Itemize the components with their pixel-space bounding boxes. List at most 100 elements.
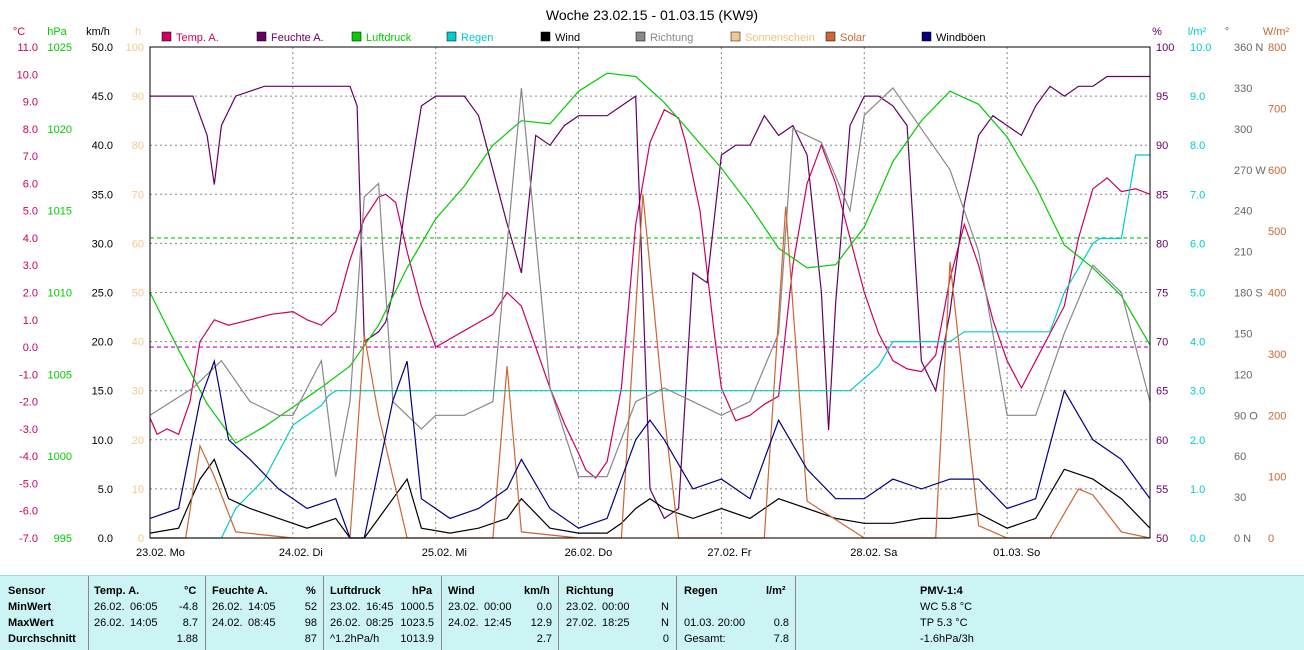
temp-tick-label: -4.0 — [19, 451, 38, 463]
temp-max-time: 14:05 — [130, 617, 158, 629]
press-trend: ^1.2hPa/h — [330, 633, 380, 645]
hum-header: Feuchte A. — [212, 585, 268, 597]
series-line — [149, 86, 1151, 478]
rain-total-value: 7.8 — [773, 633, 789, 645]
solar-tick-label: 300 — [1268, 349, 1286, 361]
hum-max-value: 98 — [304, 617, 317, 629]
press-min-time: 16:45 — [366, 601, 394, 613]
weather-chart: Woche 23.02.15 - 01.03.15 (KW9) Temp. A.… — [13, 7, 1290, 559]
sensor-header: Sensor — [8, 585, 46, 597]
press-min-date: 23.02. — [330, 601, 361, 613]
row-min-label: MinWert — [8, 601, 52, 613]
press-max-value: 1023.5 — [400, 617, 434, 629]
legend-label: Temp. A. — [176, 32, 219, 44]
hum-tick-label: 90 — [1156, 140, 1168, 152]
rain-tick-label: 3.0 — [1190, 386, 1205, 398]
dir-tick-label: 330 — [1234, 83, 1252, 95]
legend-label: Windböen — [936, 32, 986, 44]
wind-axis-unit: km/h — [86, 26, 110, 38]
press-avg-value: 1013.9 — [400, 633, 434, 645]
wind-max-value: 12.9 — [530, 617, 552, 629]
temp-tick-label: 7.0 — [23, 151, 38, 163]
temp-tick-label: -1.0 — [19, 369, 38, 381]
dir-header: Richtung — [566, 585, 614, 597]
legend-label: Regen — [461, 32, 493, 44]
legend: Temp. A. Feuchte A. Luftdruck Regen Wind Rich… — [161, 31, 986, 44]
sun-tick-label: 10 — [132, 484, 144, 496]
hum-min-time: 14:05 — [248, 601, 276, 613]
press-axis-unit: hPa — [47, 26, 67, 38]
summary-table: Sensor MinWert MaxWert Durchschnitt Temp… — [0, 575, 1304, 650]
wind-avg-value: 2.7 — [536, 633, 552, 645]
row-avg-label: Durchschnitt — [8, 633, 76, 645]
sun-tick-label: 50 — [132, 288, 144, 300]
temp-min-time: 06:05 — [130, 601, 158, 613]
solar-tick-label: 400 — [1268, 288, 1286, 300]
sun-tick-label: 0 — [138, 533, 144, 545]
pmv-header: PMV-1:4 — [920, 585, 963, 597]
rain-tick-label: 4.0 — [1190, 337, 1205, 349]
dir-tick-label: 270 W — [1234, 165, 1266, 177]
press-unit: hPa — [412, 585, 433, 597]
wind-tick-label: 15.0 — [92, 386, 113, 398]
dir-tick-label: 0 N — [1234, 533, 1251, 545]
x-tick-label: 23.02. Mo — [136, 547, 185, 559]
temp-min-date: 26.02. — [94, 601, 125, 613]
dir-tick-label: 300 — [1234, 124, 1252, 136]
dir-tick-label: 210 — [1234, 247, 1252, 259]
temp-tick-label: 3.0 — [23, 260, 38, 272]
right-axes: % 50 55 60 65 70 75 80 85 90 95 100 l/m² 0.0 1.0 2.0 3.0… — [1152, 26, 1289, 545]
press-tick-label: 995 — [54, 533, 72, 545]
hum-tick-label: 60 — [1156, 435, 1168, 447]
legend-label: Richtung — [650, 32, 693, 44]
hum-tick-label: 65 — [1156, 386, 1168, 398]
temp-tick-label: -6.0 — [19, 506, 38, 518]
series-line — [150, 75, 1150, 520]
sun-tick-label: 90 — [132, 91, 144, 103]
temp-tick-label: 9.0 — [23, 97, 38, 109]
rain-tick-label: 7.0 — [1190, 189, 1205, 201]
temp-max-value: 8.7 — [182, 617, 198, 629]
wind-unit: km/h — [524, 585, 550, 597]
temp-tick-label: 2.0 — [23, 288, 38, 300]
hum-tick-label: 75 — [1156, 288, 1168, 300]
press-tick-label: 1010 — [48, 288, 72, 300]
wind-tick-label: 50.0 — [92, 42, 113, 54]
temp-tick-label: 11.0 — [17, 42, 38, 54]
sun-tick-label: 100 — [126, 42, 144, 54]
legend-swatch — [161, 31, 172, 42]
wind-tick-label: 25.0 — [92, 288, 113, 300]
x-tick-label: 28.02. Sa — [850, 547, 898, 559]
sun-tick-label: 80 — [132, 140, 144, 152]
sun-axis-unit: h — [135, 26, 141, 38]
temp-tick-label: -5.0 — [19, 478, 38, 490]
hum-max-time: 08:45 — [248, 617, 276, 629]
press-max-date: 26.02. — [330, 617, 361, 629]
dir-tick-label: 90 O — [1234, 410, 1258, 422]
dir-tick-label: 30 — [1234, 492, 1246, 504]
hum-min-date: 26.02. — [212, 601, 243, 613]
solar-axis-unit: W/m² — [1263, 26, 1290, 38]
pmv-wc: WC 5.8 °C — [920, 601, 973, 613]
wind-max-time: 12:45 — [484, 617, 512, 629]
dir-max-value: N — [661, 617, 669, 629]
temp-axis-unit: °C — [13, 26, 25, 38]
x-tick-label: 25.02. Mi — [422, 547, 467, 559]
wind-tick-label: 10.0 — [92, 435, 113, 447]
dir-tick-label: 180 S — [1234, 288, 1263, 300]
x-tick-label: 27.02. Fr — [707, 547, 751, 559]
press-tick-label: 1005 — [48, 369, 72, 381]
legend-label: Luftdruck — [366, 32, 412, 44]
x-tick-label: 24.02. Di — [279, 547, 323, 559]
temp-header: Temp. A. — [94, 585, 140, 597]
rain-tick-label: 2.0 — [1190, 435, 1205, 447]
temp-tick-label: -7.0 — [19, 533, 38, 545]
legend-swatch — [446, 31, 457, 42]
press-tick-label: 1025 — [48, 42, 72, 54]
legend-label: Sonnenschein — [745, 32, 815, 44]
rain-tick-label: 1.0 — [1190, 484, 1205, 496]
temp-tick-label: 0.0 — [23, 342, 38, 354]
rain-unit: l/m² — [766, 585, 786, 597]
hum-tick-label: 50 — [1156, 533, 1168, 545]
wind-tick-label: 40.0 — [92, 140, 113, 152]
